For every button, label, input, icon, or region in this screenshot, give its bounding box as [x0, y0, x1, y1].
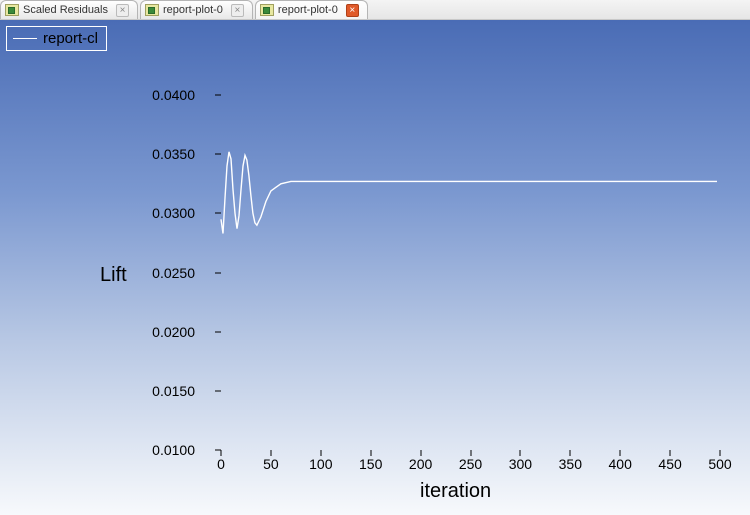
- y-tick-mark: [215, 272, 221, 273]
- tab-label: report-plot-0: [163, 4, 223, 16]
- chart-icon: [260, 4, 274, 16]
- tab-report-plot-0a[interactable]: report-plot-0 ×: [140, 0, 253, 19]
- x-tick-mark: [221, 450, 222, 456]
- close-icon[interactable]: ×: [346, 4, 359, 17]
- x-tick-mark: [520, 450, 521, 456]
- y-tick-mark: [215, 213, 221, 214]
- x-tick-mark: [720, 450, 721, 456]
- x-tick-label: 200: [409, 456, 432, 472]
- y-tick-mark: [215, 390, 221, 391]
- chart-icon: [145, 4, 159, 16]
- y-tick-label: 0.0150: [135, 383, 195, 399]
- x-tick-mark: [670, 450, 671, 456]
- tab-report-plot-0b[interactable]: report-plot-0 ×: [255, 0, 368, 19]
- chart-icon: [5, 4, 19, 16]
- x-tick-label: 100: [309, 456, 332, 472]
- close-icon[interactable]: ×: [116, 4, 129, 17]
- x-tick-label: 350: [559, 456, 582, 472]
- x-tick-mark: [270, 450, 271, 456]
- y-tick-mark: [215, 331, 221, 332]
- x-tick-mark: [570, 450, 571, 456]
- x-tick-mark: [470, 450, 471, 456]
- x-tick-mark: [370, 450, 371, 456]
- x-tick-label: 400: [609, 456, 632, 472]
- y-tick-label: 0.0200: [135, 324, 195, 340]
- y-tick-label: 0.0300: [135, 205, 195, 221]
- y-tick-label: 0.0400: [135, 87, 195, 103]
- y-tick-mark: [215, 95, 221, 96]
- x-tick-mark: [420, 450, 421, 456]
- y-tick-label: 0.0100: [135, 442, 195, 458]
- x-tick-label: 0: [217, 456, 225, 472]
- y-tick-label: 0.0350: [135, 146, 195, 162]
- tab-label: Scaled Residuals: [23, 4, 108, 16]
- tab-scaled-residuals[interactable]: Scaled Residuals ×: [0, 0, 138, 19]
- x-tick-label: 300: [509, 456, 532, 472]
- tab-bar: Scaled Residuals × report-plot-0 × repor…: [0, 0, 750, 20]
- x-axis-title: iteration: [420, 480, 491, 503]
- plot-area: report-cl Lift iteration 0.0100 0.0150 0.0…: [0, 20, 750, 515]
- y-axis-title: Lift: [100, 264, 127, 287]
- y-tick-mark: [215, 154, 221, 155]
- legend: report-cl: [6, 26, 107, 51]
- legend-label: report-cl: [43, 30, 98, 47]
- y-tick-label: 0.0250: [135, 265, 195, 281]
- tab-label: report-plot-0: [278, 4, 338, 16]
- x-tick-mark: [320, 450, 321, 456]
- x-tick-label: 450: [658, 456, 681, 472]
- x-tick-label: 150: [359, 456, 382, 472]
- x-tick-mark: [620, 450, 621, 456]
- legend-swatch: [13, 38, 37, 39]
- x-tick-label: 50: [263, 456, 279, 472]
- x-tick-label: 500: [708, 456, 731, 472]
- x-tick-label: 250: [459, 456, 482, 472]
- close-icon[interactable]: ×: [231, 4, 244, 17]
